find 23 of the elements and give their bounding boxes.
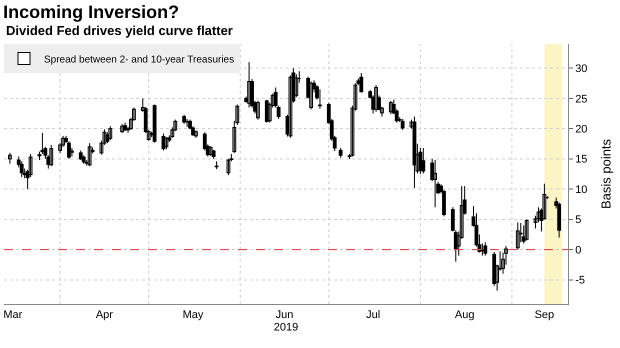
- y-tick-label: 30: [575, 63, 588, 76]
- candlestick: [318, 88, 322, 110]
- y-tick-label: 20: [575, 124, 588, 136]
- y-tick-label: 10: [575, 184, 588, 196]
- x-tick-label: May: [182, 309, 204, 322]
- y-tick-label: -5: [575, 274, 585, 287]
- candlestick: [38, 151, 42, 161]
- x-tick-label: Aug: [454, 309, 474, 322]
- y-tick-label: 25: [575, 93, 588, 106]
- x-tick-label: Jun: [276, 309, 294, 322]
- chart-subtitle: Divided Fed drives yield curve flatter: [6, 23, 233, 38]
- x-tick-label: Jul: [366, 309, 380, 322]
- y-axis-title: Basis points: [598, 138, 614, 210]
- y-tick-label: 0: [575, 244, 582, 256]
- y-tick-label: 15: [575, 154, 588, 166]
- candlestick: [214, 160, 219, 170]
- y-tick-label: 5: [575, 214, 582, 226]
- x-tick-label: Apr: [96, 309, 114, 322]
- x-axis-title: 2019: [274, 321, 298, 334]
- x-tick-label: Mar: [3, 309, 23, 322]
- x-tick-label: Sep: [534, 309, 554, 322]
- legend-label: Spread between 2- and 10-year Treasuries: [44, 54, 234, 66]
- chart-title: Incoming Inversion?: [3, 2, 180, 22]
